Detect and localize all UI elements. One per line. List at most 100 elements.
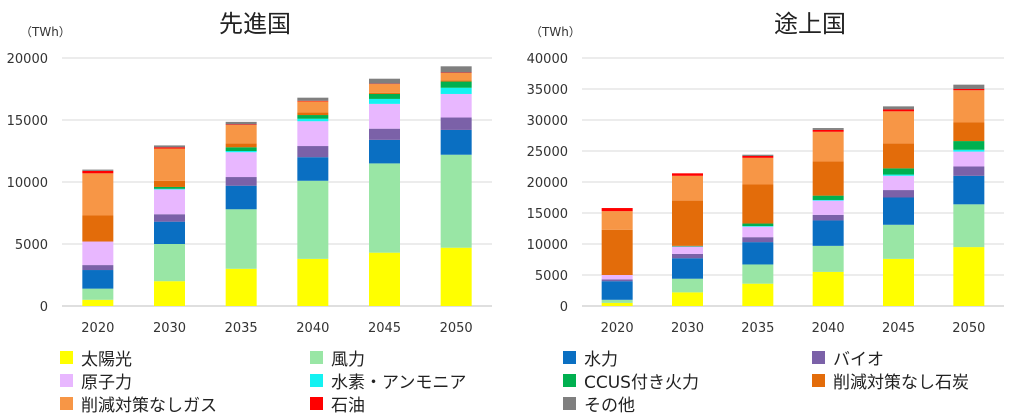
bar-segment [297, 180, 329, 259]
bar-segment [82, 169, 114, 171]
bar-segment [440, 129, 472, 155]
bar-segment [883, 106, 914, 110]
bar-segment [82, 288, 114, 300]
bar-segment [812, 271, 844, 306]
bar-segment [440, 117, 472, 130]
bar-segment [601, 208, 633, 212]
bar-segment [297, 146, 329, 158]
bar-segment [297, 97, 329, 101]
bar-segment [812, 129, 844, 132]
bar-segment [883, 174, 914, 176]
bar-segment [297, 157, 329, 181]
bar-segment [883, 168, 914, 175]
bar-segment [601, 281, 633, 300]
bar-segment [672, 258, 703, 279]
y-tick-label: 10000 [527, 238, 568, 253]
bar-segment [742, 226, 774, 238]
bar-segment [440, 80, 472, 82]
bar-segment [154, 188, 185, 190]
bar-segment [82, 173, 114, 216]
bar-segment [812, 199, 844, 201]
bar-segment [297, 100, 329, 102]
bar-segment [369, 92, 400, 94]
bar-segment [369, 139, 400, 164]
bar-segment [953, 89, 985, 91]
bar-segment [672, 173, 703, 176]
bar-segment [812, 128, 844, 130]
y-tick-label: 0 [40, 300, 48, 315]
bar-segment [812, 245, 844, 272]
bar-segment [225, 185, 257, 210]
bar-segment [440, 154, 472, 248]
bar-segment [369, 93, 400, 99]
y-tick-label: 15000 [7, 114, 48, 129]
y-tick-label: 5000 [535, 269, 568, 284]
x-tick-label: 2040 [812, 321, 845, 336]
bar-segment [672, 253, 703, 259]
bar-segment [154, 214, 185, 222]
x-tick-label: 2030 [671, 321, 704, 336]
bar-segment [369, 252, 400, 306]
x-tick-label: 2020 [81, 321, 114, 336]
bar-segment [225, 124, 257, 125]
bar-segment [601, 299, 633, 303]
bar-segment [953, 149, 985, 152]
x-tick-label: 2045 [882, 321, 915, 336]
bar-segment [742, 264, 774, 284]
y-tick-label: 25000 [527, 145, 568, 160]
bar-segment [672, 175, 703, 201]
bar-segment [154, 145, 185, 148]
bar-segment [297, 115, 329, 119]
bar-segment [742, 223, 774, 227]
x-tick-label: 2040 [296, 321, 329, 336]
bar-segment [953, 141, 985, 150]
bar-segment [883, 109, 914, 112]
bar-segment [883, 143, 914, 169]
bar-segment [225, 121, 257, 125]
bar-segment [297, 112, 329, 116]
bar-segment [953, 166, 985, 176]
bar-segment [742, 157, 774, 185]
bar-segment [812, 200, 844, 215]
bar-segment [953, 122, 985, 142]
bar-segment [369, 163, 400, 253]
x-tick-label: 2030 [153, 321, 186, 336]
bar-segment [154, 281, 185, 306]
bar-segment [154, 180, 185, 187]
bar-segment [672, 245, 703, 247]
bar-segment [953, 90, 985, 123]
x-tick-label: 2035 [741, 321, 774, 336]
chart-title: 途上国 [774, 10, 846, 38]
bar-segment [369, 103, 400, 129]
bar-segment [154, 189, 185, 215]
bar-segment [225, 177, 257, 186]
bar-segment [883, 224, 914, 259]
bar-segment [225, 151, 257, 153]
y-tick-label: 10000 [7, 176, 48, 191]
y-tick-label: 20000 [7, 52, 48, 67]
bar-segment [812, 161, 844, 196]
bar-segment [82, 265, 114, 271]
bar-segment [82, 241, 114, 266]
bar-segment [672, 292, 703, 306]
bar-segment [953, 175, 985, 205]
bar-segment [154, 221, 185, 244]
bar-segment [297, 118, 329, 122]
x-tick-label: 2035 [225, 321, 258, 336]
y-axis-unit-label: （TWh） [20, 25, 71, 39]
bar-segment [953, 84, 985, 89]
x-tick-label: 2050 [952, 321, 985, 336]
bar-segment [297, 258, 329, 306]
bar-segment [225, 209, 257, 269]
bar-segment [883, 197, 914, 225]
y-tick-label: 35000 [527, 83, 568, 98]
bar-segment [225, 152, 257, 178]
bar-segment [154, 186, 185, 189]
x-tick-label: 2045 [368, 321, 401, 336]
bar-segment [440, 81, 472, 88]
bar-segment [225, 143, 257, 148]
bar-segment [672, 278, 703, 293]
bar-segment [812, 131, 844, 162]
x-tick-label: 2050 [440, 321, 473, 336]
